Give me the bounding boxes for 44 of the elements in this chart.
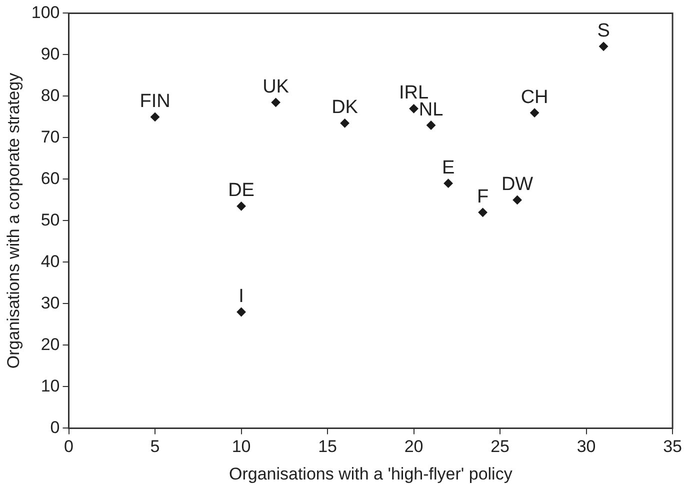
annotation: DW [501, 174, 534, 195]
x-axis-title: Organisations with a 'high-flyer' policy [228, 464, 513, 484]
x-tick-label: 10 [232, 437, 251, 456]
point [236, 308, 246, 316]
y-tick-label: 100 [31, 2, 60, 22]
point [340, 118, 350, 128]
point [599, 42, 608, 51]
y-tick-label: 90 [40, 44, 60, 64]
annotation: FIN [140, 90, 170, 112]
y-tick-label: 40 [40, 252, 60, 271]
point [444, 178, 453, 188]
y-tick-label: 60 [40, 168, 60, 188]
x-tick-label: 5 [150, 437, 160, 456]
x-tick-label: 20 [404, 437, 424, 456]
annotation: S [597, 20, 610, 42]
y-tick-label: 50 [40, 210, 60, 230]
point [478, 208, 488, 217]
point [530, 108, 540, 118]
x-tick-label: 35 [663, 437, 682, 456]
point [150, 112, 160, 122]
point [409, 104, 418, 114]
point [512, 195, 522, 204]
y-tick-label: 30 [40, 293, 60, 312]
x-tick-label: 25 [490, 437, 510, 456]
y-axis-title: Organisations with a corporate strategy [4, 72, 23, 369]
y-tick-label: 80 [40, 86, 60, 105]
annotation: DK [332, 97, 358, 118]
y-tick-label: 10 [40, 376, 60, 396]
point [236, 202, 246, 211]
annotation: E [442, 157, 455, 178]
y-tick-label: 0 [50, 418, 60, 437]
point [426, 120, 436, 130]
point [271, 98, 280, 107]
annotation: CH [520, 86, 548, 108]
x-tick-label: 15 [318, 437, 337, 456]
annotation: NL [418, 99, 444, 120]
y-tick-label: 70 [40, 127, 60, 146]
annotation: I [238, 286, 244, 307]
annotation: DE [228, 180, 254, 202]
y-tick-label: 20 [40, 334, 60, 354]
x-tick-label: 30 [576, 437, 596, 456]
annotation: UK [262, 76, 290, 98]
annotation: F [476, 186, 489, 208]
x-tick-label: 0 [64, 437, 74, 456]
